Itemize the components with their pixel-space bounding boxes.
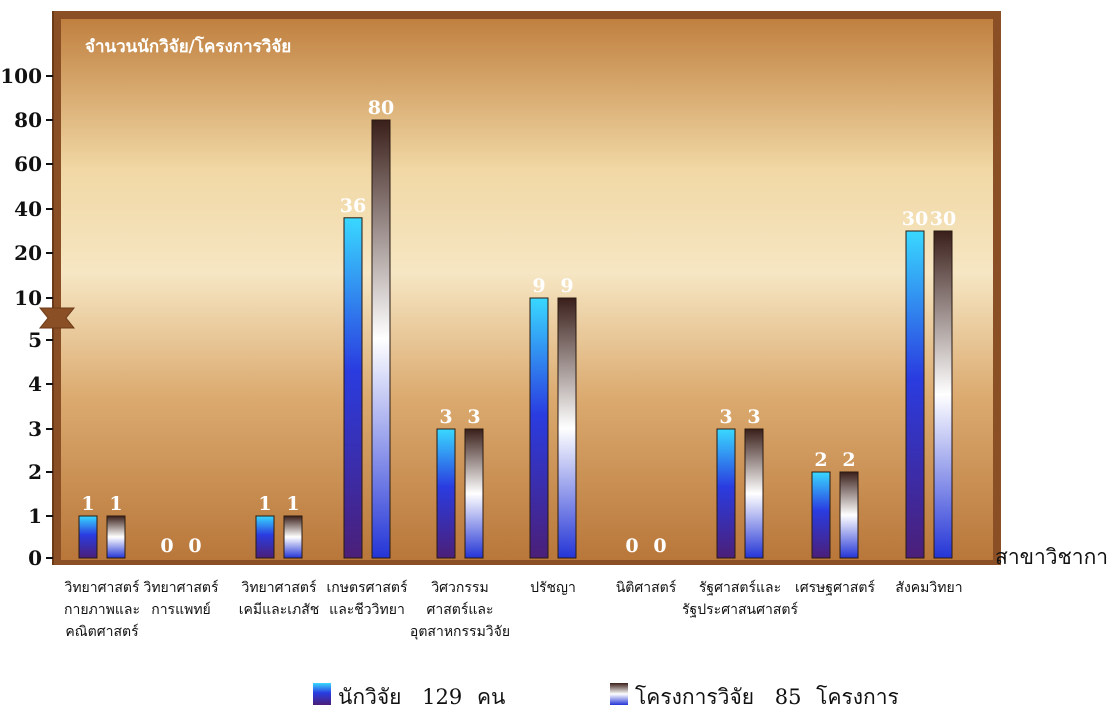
y-tick-label: 5 [28,328,42,352]
bar-projects [464,428,484,559]
x-category-label-line: เศรษฐศาสตร์ [795,579,876,596]
data-label-researchers: 9 [532,275,545,297]
x-category-label-line: วิศวกรรม [431,580,488,596]
chart-title: จำนวนนักวิจัย/โครงการวิจัย [85,36,291,57]
bar-projects [283,515,303,559]
x-category-label-line: ศาสตร์และ [426,601,493,618]
data-label-projects: 2 [842,449,855,471]
x-category-label: วิทยาศาสตร์กายภาพและคณิตศาสตร์ [64,579,140,640]
data-label-researchers: 3 [719,406,732,428]
x-category-label-line: กายภาพและ [64,602,140,618]
bar-researchers [343,217,363,559]
bar-researchers [905,230,925,559]
x-category-label: เกษตรศาสตร์และชีววิทยา [326,579,407,618]
data-label-researchers: 36 [340,195,366,217]
legend-researchers-unit: คน [477,685,505,709]
bar-projects [557,297,577,559]
legend-label-researchers: นักวิจัย 129 คน [338,685,505,709]
bar-projects [839,471,859,559]
y-tick-label: 40 [14,197,42,221]
legend-researchers-label: นักวิจัย [338,685,401,709]
y-tick-label: 10 [14,286,42,310]
legend-projects-unit: โครงการ [816,685,899,709]
data-label-researchers: 0 [160,535,173,557]
bar-projects [106,515,126,559]
data-label-researchers: 3 [439,406,452,428]
bar-researchers [811,471,831,559]
x-category-label-line: การแพทย์ [151,601,211,618]
legend-label-projects: โครงการวิจัย 85 โครงการ [635,685,899,709]
y-tick-label: 4 [28,372,42,396]
bar-researchers [255,515,275,559]
data-label-projects: 9 [560,275,573,297]
y-axis: 0 1 2 3 4 5 10 20 40 60 80 100 [0,11,76,570]
x-category-label-line: เคมีและเภสัช [239,602,320,618]
x-category-label-line: รัฐประศาสนศาสตร์ [682,601,798,618]
legend-item-projects: โครงการวิจัย 85 โครงการ [610,683,899,709]
data-label-researchers: 1 [258,493,271,515]
x-category-label-line: วิทยาศาสตร์ [241,579,317,596]
bar-researchers [529,297,549,559]
legend: นักวิจัย 129 คน โครงการวิจัย 85 โครงการ [313,683,899,709]
x-category-label: เศรษฐศาสตร์ [795,579,876,596]
x-category-label: รัฐศาสตร์และรัฐประศาสนศาสตร์ [682,579,798,618]
data-label-researchers: 30 [902,208,928,230]
x-category-label: ปรัชญา [530,580,576,596]
x-category-label-line: วิทยาศาสตร์ [143,579,219,596]
plot-frame [53,11,1001,565]
value-labels-layer: 1 0 1 36 3 9 0 3 2 30 1 0 1 80 3 9 0 3 2 30 [81,97,956,557]
data-label-projects: 0 [653,535,666,557]
x-category-label-line: และชีววิทยา [329,602,405,618]
bar-projects [371,119,391,559]
axis-break-marker [38,307,76,329]
y-tick-label: 100 [0,64,42,88]
x-category-label-line: เกษตรศาสตร์ [326,579,407,596]
y-tick-label: 20 [14,241,42,265]
legend-researchers-count: 129 [422,685,462,709]
y-tick-label: 80 [14,108,42,132]
x-category-labels: วิทยาศาสตร์กายภาพและคณิตศาสตร์วิทยาศาสตร… [64,579,963,640]
bar-researchers [78,515,98,559]
data-label-projects: 0 [188,535,201,557]
x-category-label: นิติศาสตร์ [616,579,677,596]
data-label-projects: 3 [747,406,760,428]
data-label-researchers: 0 [625,535,638,557]
data-label-projects: 30 [930,208,956,230]
bar-researchers [436,428,456,559]
legend-swatch-projects [610,683,628,705]
y-tick-label: 3 [28,417,42,441]
bar-projects [933,230,953,559]
legend-projects-count: 85 [775,685,802,709]
plot-background [61,19,993,560]
legend-projects-label: โครงการวิจัย [635,685,754,709]
x-category-label: วิทยาศาสตร์การแพทย์ [143,579,219,618]
data-label-projects: 3 [467,406,480,428]
y-tick-label: 2 [28,460,42,484]
legend-swatch-researchers [313,683,331,705]
y-tick-label: 1 [28,504,42,528]
x-category-label-line: รัฐศาสตร์และ [699,579,781,596]
legend-item-researchers: นักวิจัย 129 คน [313,683,505,709]
x-category-label: วิทยาศาสตร์เคมีและเภสัช [239,579,320,618]
x-category-label-line: นิติศาสตร์ [616,579,677,596]
data-label-researchers: 2 [814,449,827,471]
x-category-label-line: อุตสาหกรรมวิจัย [410,624,510,640]
x-category-label-line: คณิตศาสตร์ [65,623,139,640]
data-label-projects: 1 [109,493,122,515]
bars-layer [78,119,953,559]
bar-projects [744,428,764,559]
x-category-label-line: วิทยาศาสตร์ [64,579,140,596]
x-category-label-line: สังคมวิทยา [895,580,962,596]
x-category-label-line: ปรัชญา [530,580,576,596]
bar-researchers [716,428,736,559]
y-tick-label: 60 [14,152,42,176]
data-label-researchers: 1 [81,493,94,515]
x-axis-title: สาขาวิชาการ [995,545,1109,569]
y-tick-label: 0 [28,546,42,570]
data-label-projects: 80 [368,97,394,119]
x-category-label: สังคมวิทยา [895,580,962,596]
data-label-projects: 1 [286,493,299,515]
x-category-label: วิศวกรรมศาสตร์และอุตสาหกรรมวิจัย [410,580,510,640]
